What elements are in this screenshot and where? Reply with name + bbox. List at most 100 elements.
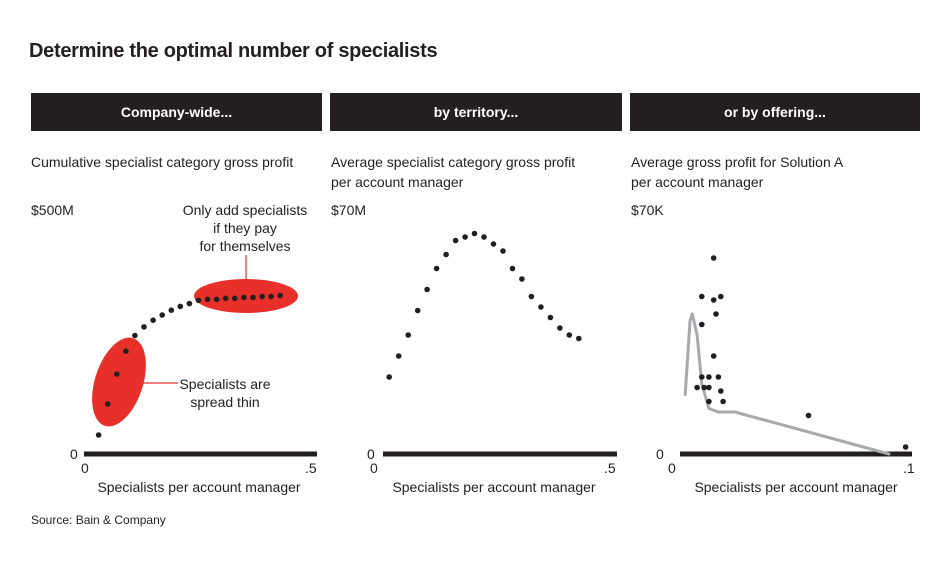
data-point bbox=[699, 374, 705, 380]
data-point bbox=[710, 255, 717, 261]
panel2-x-max: .5 bbox=[604, 460, 616, 476]
panel3-y-zero: 0 bbox=[656, 446, 664, 462]
annotation-line: for themselves bbox=[199, 238, 291, 254]
data-point bbox=[452, 237, 459, 244]
data-point bbox=[186, 300, 193, 307]
data-point bbox=[424, 286, 430, 293]
data-point bbox=[443, 251, 449, 258]
data-point bbox=[250, 294, 256, 301]
annotation-line: spread thin bbox=[190, 394, 260, 410]
subtitle-line: per account manager bbox=[631, 174, 764, 190]
data-point bbox=[471, 230, 478, 237]
data-point bbox=[699, 293, 705, 300]
data-point bbox=[168, 307, 175, 314]
panel1-y-zero: 0 bbox=[70, 446, 78, 462]
data-point bbox=[538, 304, 544, 310]
data-point bbox=[159, 312, 165, 318]
panel-header-offering: or by offering... bbox=[630, 93, 920, 131]
data-point bbox=[699, 321, 705, 328]
highlight-ellipse-spread-thin bbox=[92, 337, 146, 427]
data-point bbox=[566, 332, 573, 338]
data-point bbox=[132, 332, 138, 339]
data-point bbox=[241, 294, 247, 301]
panel-header-label: by territory... bbox=[433, 104, 519, 120]
data-point bbox=[222, 295, 229, 302]
panel-header-label: or by offering... bbox=[724, 104, 826, 120]
data-point bbox=[232, 295, 238, 302]
data-point bbox=[902, 444, 909, 450]
panel1-y-max-label: $500M bbox=[31, 202, 74, 218]
data-point bbox=[720, 398, 726, 405]
data-point bbox=[395, 353, 402, 359]
data-point bbox=[706, 374, 712, 380]
panel1-x-title: Specialists per account manager bbox=[97, 479, 300, 495]
panel-header-company-wide: Company-wide... bbox=[31, 93, 322, 131]
data-point bbox=[509, 265, 516, 272]
data-point bbox=[528, 293, 535, 300]
data-point bbox=[414, 307, 421, 314]
data-point bbox=[150, 317, 156, 324]
subtitle-line: Cumulative specialist category gross pro… bbox=[31, 154, 294, 170]
data-point bbox=[500, 248, 506, 254]
data-point bbox=[713, 311, 719, 317]
data-point bbox=[141, 324, 147, 330]
data-point bbox=[195, 297, 202, 304]
data-point bbox=[462, 234, 468, 240]
data-point bbox=[386, 374, 393, 380]
data-point bbox=[547, 314, 554, 321]
page-title: Determine the optimal number of speciali… bbox=[29, 40, 438, 62]
annotation-line: Specialists are bbox=[179, 376, 271, 392]
data-point bbox=[706, 384, 712, 391]
panel3-trend-line bbox=[683, 312, 891, 456]
panel-header-territory: by territory... bbox=[330, 93, 622, 131]
data-point bbox=[204, 296, 211, 303]
data-point bbox=[701, 384, 707, 391]
data-point bbox=[433, 265, 440, 272]
panel3-x-title: Specialists per account manager bbox=[694, 479, 897, 495]
panel2-subtitle: Average specialist category gross profit… bbox=[331, 152, 575, 192]
data-point bbox=[95, 432, 102, 438]
data-point bbox=[277, 292, 284, 299]
data-point bbox=[490, 241, 497, 247]
data-point bbox=[519, 276, 525, 282]
panel2-data-points bbox=[386, 230, 582, 380]
data-point bbox=[268, 293, 274, 300]
panel3-x-max: .1 bbox=[903, 460, 915, 476]
data-point bbox=[481, 234, 487, 240]
data-point bbox=[710, 353, 717, 359]
annotation-spread-thin: Specialists are spread thin bbox=[170, 375, 280, 411]
panel3-subtitle: Average gross profit for Solution A per … bbox=[631, 152, 843, 192]
panel1-subtitle: Cumulative specialist category gross pro… bbox=[31, 152, 293, 172]
annotation-line: Only add specialists bbox=[182, 202, 308, 218]
panel3-y-max-label: $70K bbox=[631, 202, 664, 218]
subtitle-line: per account manager bbox=[331, 174, 464, 190]
data-point bbox=[805, 412, 812, 419]
data-point bbox=[213, 296, 220, 303]
data-point bbox=[718, 293, 724, 300]
panel1-data-points bbox=[95, 292, 284, 438]
panel3-x-min: 0 bbox=[668, 460, 676, 476]
source-note: Source: Bain & Company bbox=[31, 513, 166, 527]
panel2-y-zero: 0 bbox=[367, 446, 375, 462]
data-point bbox=[405, 332, 412, 338]
annotation-line: if they pay bbox=[213, 220, 277, 236]
data-point bbox=[694, 384, 700, 391]
panel1-x-max: .5 bbox=[305, 460, 317, 476]
data-point bbox=[710, 297, 717, 303]
data-point bbox=[718, 388, 724, 394]
data-point bbox=[177, 303, 184, 310]
data-point bbox=[557, 325, 563, 331]
panel2-x-min: 0 bbox=[370, 460, 378, 476]
data-point bbox=[576, 335, 582, 342]
data-point bbox=[104, 401, 111, 407]
panel1-x-min: 0 bbox=[81, 460, 89, 476]
data-point bbox=[259, 293, 265, 300]
panel2-y-max-label: $70M bbox=[331, 202, 367, 218]
panel3-data-points bbox=[694, 255, 909, 450]
data-point bbox=[114, 371, 120, 377]
panel2-x-title: Specialists per account manager bbox=[392, 479, 595, 495]
subtitle-line: Average specialist category gross profit bbox=[331, 154, 576, 170]
panel-header-label: Company-wide... bbox=[120, 104, 233, 120]
data-point bbox=[123, 348, 129, 355]
data-point bbox=[715, 374, 722, 380]
